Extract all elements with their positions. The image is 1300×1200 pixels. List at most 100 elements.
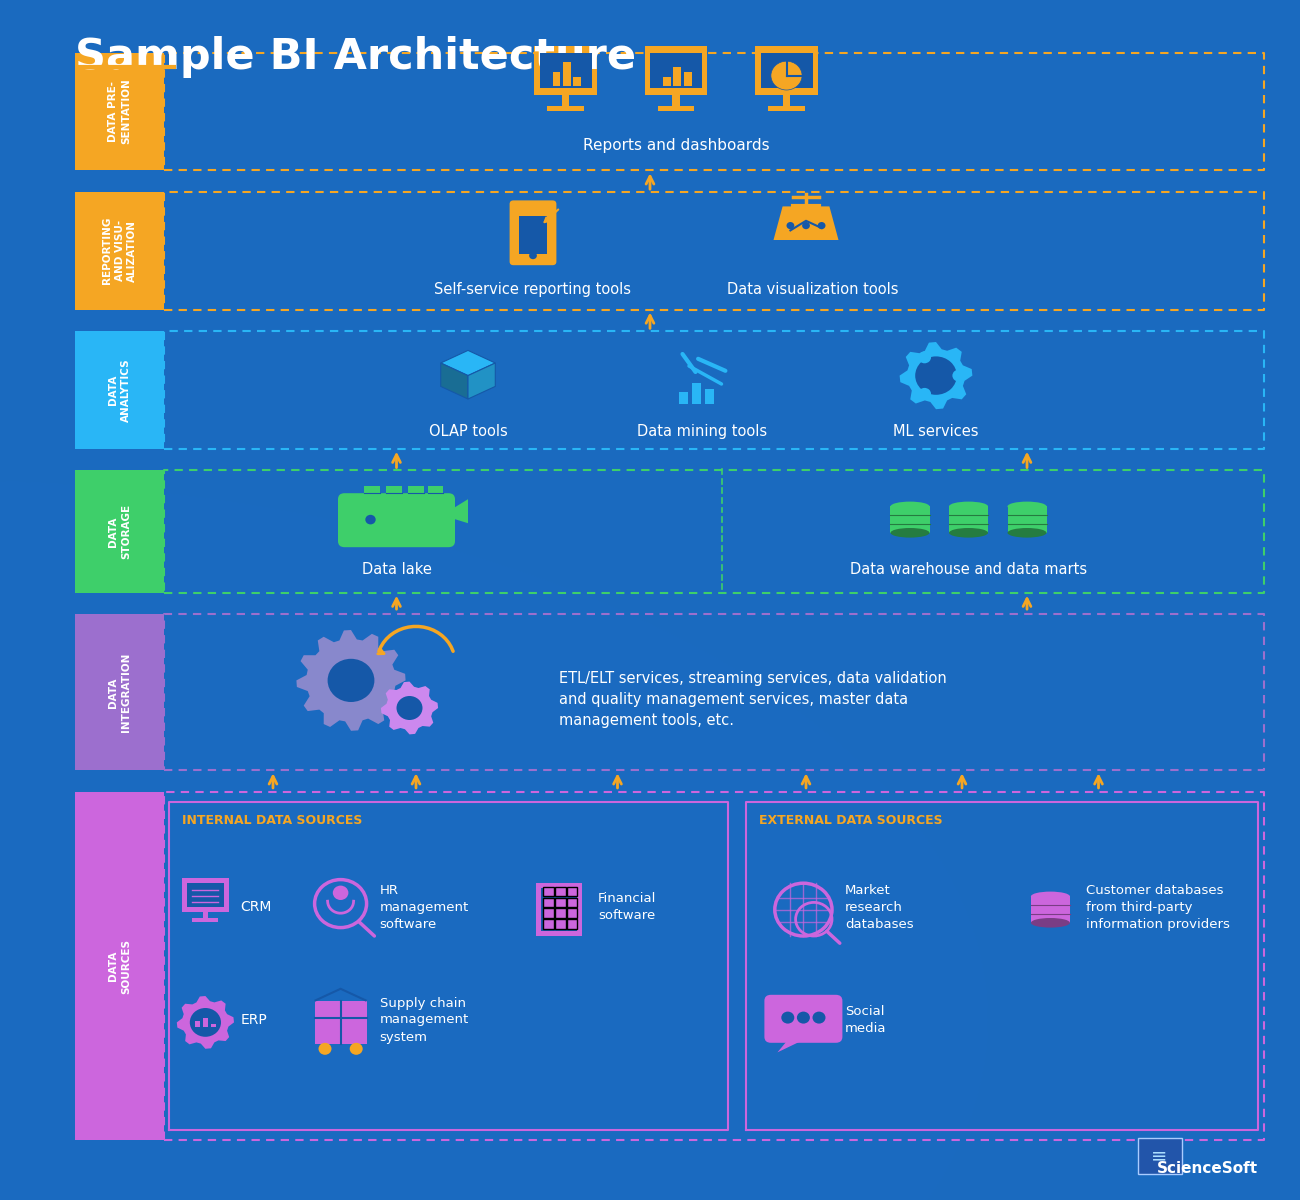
Ellipse shape <box>949 528 988 538</box>
FancyBboxPatch shape <box>543 919 554 929</box>
Circle shape <box>781 1012 794 1024</box>
Text: DATA
ANALYTICS: DATA ANALYTICS <box>108 358 131 422</box>
FancyBboxPatch shape <box>555 919 566 929</box>
FancyBboxPatch shape <box>543 908 554 918</box>
FancyBboxPatch shape <box>705 389 714 404</box>
Polygon shape <box>777 1037 810 1052</box>
FancyBboxPatch shape <box>768 106 805 110</box>
FancyBboxPatch shape <box>555 898 566 907</box>
FancyBboxPatch shape <box>75 192 164 310</box>
FancyBboxPatch shape <box>203 912 208 919</box>
FancyBboxPatch shape <box>75 614 164 770</box>
Text: DATA
SOURCES: DATA SOURCES <box>108 938 131 994</box>
FancyBboxPatch shape <box>567 919 577 929</box>
FancyBboxPatch shape <box>555 908 566 918</box>
FancyBboxPatch shape <box>338 493 455 547</box>
Text: Customer databases
from third-party
information providers: Customer databases from third-party info… <box>1086 883 1230 931</box>
FancyBboxPatch shape <box>75 331 164 449</box>
Polygon shape <box>900 342 972 409</box>
FancyBboxPatch shape <box>211 1024 216 1027</box>
Circle shape <box>396 696 422 720</box>
Ellipse shape <box>891 502 930 511</box>
FancyBboxPatch shape <box>567 898 577 907</box>
FancyBboxPatch shape <box>203 1018 208 1027</box>
Text: DATA
STORAGE: DATA STORAGE <box>108 504 131 559</box>
Text: Social
media: Social media <box>845 1004 887 1034</box>
Circle shape <box>918 352 931 364</box>
Polygon shape <box>441 350 495 376</box>
Text: ML services: ML services <box>893 424 979 438</box>
FancyBboxPatch shape <box>658 106 694 110</box>
FancyBboxPatch shape <box>645 46 707 95</box>
Circle shape <box>365 515 376 524</box>
Text: Financial
software: Financial software <box>598 893 656 922</box>
Circle shape <box>818 222 826 229</box>
Polygon shape <box>390 0 1300 900</box>
FancyBboxPatch shape <box>195 1021 200 1027</box>
FancyBboxPatch shape <box>650 53 702 88</box>
FancyBboxPatch shape <box>187 883 224 907</box>
FancyBboxPatch shape <box>75 792 164 1140</box>
Circle shape <box>350 1043 363 1055</box>
Text: Reports and dashboards: Reports and dashboards <box>582 138 770 152</box>
Text: REPORTING
AND VISU-
ALIZATION: REPORTING AND VISU- ALIZATION <box>103 217 136 284</box>
FancyBboxPatch shape <box>540 53 592 88</box>
Circle shape <box>915 356 957 395</box>
FancyBboxPatch shape <box>760 53 812 88</box>
Circle shape <box>333 886 348 900</box>
Circle shape <box>802 222 810 229</box>
Text: OLAP tools: OLAP tools <box>429 424 507 438</box>
Text: Market
research
databases: Market research databases <box>845 883 914 931</box>
Text: Supply chain
management
system: Supply chain management system <box>380 996 469 1044</box>
FancyBboxPatch shape <box>555 887 566 896</box>
Text: Data mining tools: Data mining tools <box>637 424 767 438</box>
FancyBboxPatch shape <box>692 383 701 404</box>
Ellipse shape <box>891 528 930 538</box>
Circle shape <box>328 659 374 702</box>
FancyBboxPatch shape <box>192 918 218 922</box>
FancyBboxPatch shape <box>1031 896 1070 923</box>
FancyBboxPatch shape <box>75 53 164 170</box>
FancyBboxPatch shape <box>764 995 842 1043</box>
Text: HR
management
software: HR management software <box>380 883 469 931</box>
Text: Data warehouse and data marts: Data warehouse and data marts <box>850 562 1087 576</box>
FancyBboxPatch shape <box>1138 1138 1182 1174</box>
FancyBboxPatch shape <box>567 887 577 896</box>
Circle shape <box>918 388 931 400</box>
FancyBboxPatch shape <box>543 887 554 896</box>
FancyBboxPatch shape <box>679 392 688 404</box>
FancyBboxPatch shape <box>663 77 671 86</box>
Ellipse shape <box>949 502 988 511</box>
FancyBboxPatch shape <box>1008 506 1046 533</box>
Polygon shape <box>774 206 838 240</box>
Text: Sample BI Architecture: Sample BI Architecture <box>75 36 637 78</box>
Text: Data visualization tools: Data visualization tools <box>727 282 898 296</box>
Circle shape <box>786 222 794 229</box>
FancyBboxPatch shape <box>408 486 424 500</box>
Text: ScienceSoft: ScienceSoft <box>1157 1162 1258 1176</box>
FancyBboxPatch shape <box>562 95 569 107</box>
FancyBboxPatch shape <box>386 486 402 500</box>
Text: ≡: ≡ <box>1152 1146 1167 1165</box>
FancyBboxPatch shape <box>573 77 581 86</box>
Ellipse shape <box>1031 918 1070 928</box>
FancyBboxPatch shape <box>672 95 680 107</box>
Text: DATA
INTEGRATION: DATA INTEGRATION <box>108 653 131 732</box>
Text: INTERNAL DATA SOURCES: INTERNAL DATA SOURCES <box>182 814 363 827</box>
Polygon shape <box>448 499 468 523</box>
Polygon shape <box>0 480 988 1200</box>
FancyBboxPatch shape <box>364 486 380 500</box>
Polygon shape <box>381 682 438 734</box>
Ellipse shape <box>1008 528 1046 538</box>
FancyBboxPatch shape <box>315 1001 367 1044</box>
FancyBboxPatch shape <box>536 883 582 936</box>
FancyBboxPatch shape <box>684 72 692 86</box>
Circle shape <box>529 252 537 259</box>
FancyBboxPatch shape <box>552 72 560 86</box>
Polygon shape <box>640 0 1300 756</box>
Polygon shape <box>0 684 590 1200</box>
Circle shape <box>771 61 802 90</box>
Text: ETL/ELT services, streaming services, data validation
and quality management ser: ETL/ELT services, streaming services, da… <box>559 671 946 727</box>
Polygon shape <box>468 362 495 398</box>
FancyBboxPatch shape <box>949 506 988 533</box>
